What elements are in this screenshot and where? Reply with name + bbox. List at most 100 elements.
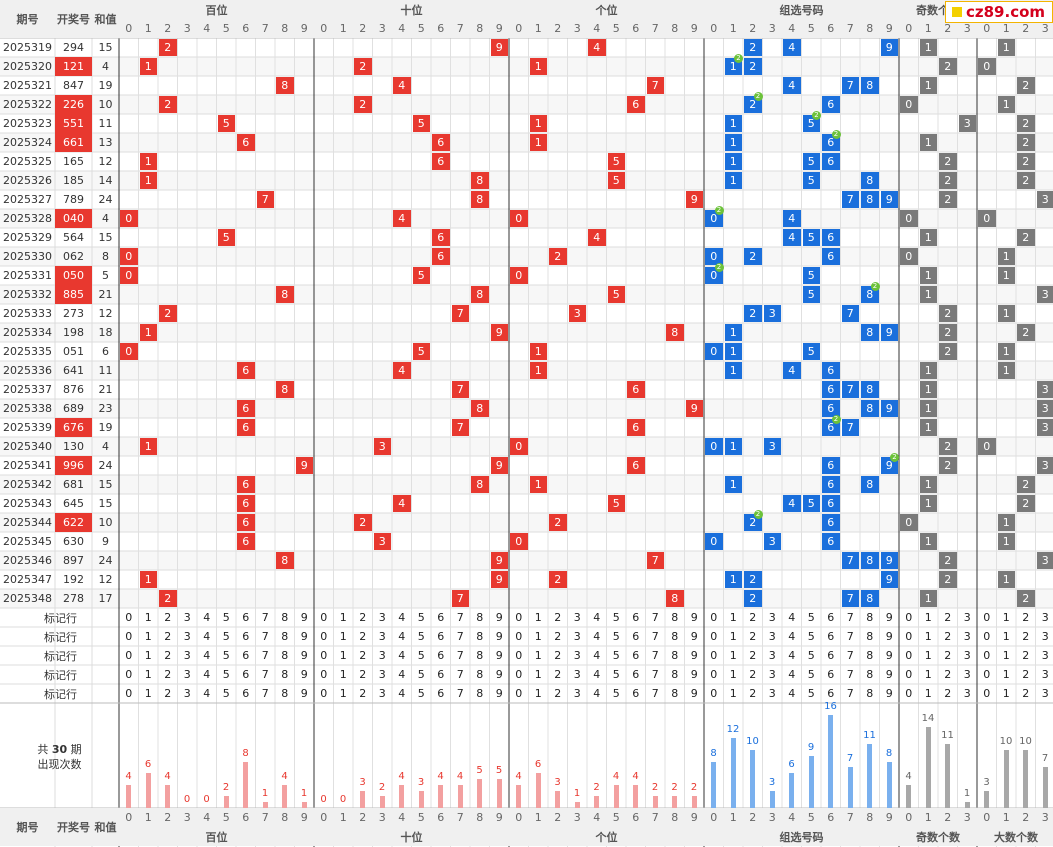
marker-digit: 1 bbox=[144, 668, 152, 681]
group-hit: 2 bbox=[744, 571, 762, 588]
marker-digit: 5 bbox=[222, 611, 230, 624]
marker-digit: 3 bbox=[573, 649, 581, 662]
header-digit: 5 bbox=[801, 19, 821, 38]
header-digit: 2 bbox=[353, 19, 373, 38]
sum-cell: 21 bbox=[98, 288, 113, 301]
position-hit: 6 bbox=[432, 134, 450, 151]
draw-cell: 551 bbox=[55, 114, 92, 133]
count-bar bbox=[535, 773, 541, 808]
header-digit: 0 bbox=[704, 808, 724, 827]
marker-digit: 1 bbox=[144, 687, 152, 700]
position-hit: 7 bbox=[451, 590, 469, 607]
group-hit: 1 bbox=[724, 115, 742, 132]
odd-count-hit: 1 bbox=[919, 267, 937, 284]
header-digit: 3 bbox=[567, 19, 587, 38]
marker-digit: 0 bbox=[983, 668, 991, 681]
odd-count-hit: 1 bbox=[919, 39, 937, 56]
count-bar bbox=[165, 784, 170, 808]
marker-digit: 8 bbox=[476, 649, 484, 662]
marker-digit: 1 bbox=[144, 611, 152, 624]
marker-digit: 0 bbox=[320, 611, 328, 624]
count-label: 3 bbox=[417, 776, 425, 788]
period-cell: 2025320 bbox=[3, 60, 52, 73]
position-hit: 2 bbox=[159, 39, 177, 56]
row-stripe bbox=[0, 133, 1053, 152]
marker-digit: 8 bbox=[866, 611, 874, 624]
position-hit: 2 bbox=[549, 248, 567, 265]
marker-digit: 4 bbox=[593, 611, 601, 624]
header-digit: 7 bbox=[840, 19, 860, 38]
marker-digit: 0 bbox=[905, 630, 913, 643]
sum-cell: 12 bbox=[98, 307, 113, 320]
position-hit: 7 bbox=[256, 191, 274, 208]
marker-digit: 4 bbox=[398, 630, 406, 643]
marker-digit: 0 bbox=[515, 649, 523, 662]
marker-digit: 1 bbox=[924, 687, 932, 700]
period-cell: 2025340 bbox=[3, 440, 52, 453]
odd-count-hit: 0 bbox=[900, 514, 918, 531]
group-hit: 9 bbox=[880, 39, 898, 56]
odd-count-hit: 2 bbox=[939, 552, 957, 569]
position-hit: 7 bbox=[451, 419, 469, 436]
marker-digit: 1 bbox=[534, 630, 542, 643]
marker-digit: 0 bbox=[710, 687, 718, 700]
marker-digit: 1 bbox=[1002, 649, 1010, 662]
draw-cell: 062 bbox=[63, 250, 84, 263]
draw-cell: 121 bbox=[55, 57, 92, 76]
header-digit: 3 bbox=[177, 19, 197, 38]
position-hit: 1 bbox=[529, 58, 547, 75]
big-count-hit: 3 bbox=[1036, 286, 1053, 303]
position-hit: 1 bbox=[139, 438, 157, 455]
position-hit: 5 bbox=[412, 115, 430, 132]
marker-row-label: 标记行 bbox=[44, 687, 77, 701]
period-cell: 2025324 bbox=[3, 136, 52, 149]
header-digit: 0 bbox=[899, 19, 919, 38]
sum-cell: 12 bbox=[98, 573, 113, 586]
count-label: 4 bbox=[125, 770, 132, 782]
marker-digit: 0 bbox=[983, 611, 991, 624]
marker-digit: 3 bbox=[963, 687, 971, 700]
marker-digit: 9 bbox=[690, 611, 698, 624]
position-hit: 8 bbox=[276, 552, 294, 569]
big-count-hit: 2 bbox=[1017, 77, 1035, 94]
count-label: 8 bbox=[885, 747, 893, 759]
big-count-hit: 1 bbox=[997, 96, 1015, 113]
marker-digit: 6 bbox=[827, 649, 835, 662]
big-count-hit: 1 bbox=[997, 362, 1015, 379]
marker-digit: 9 bbox=[300, 611, 308, 624]
marker-digit: 1 bbox=[534, 668, 542, 681]
marker-digit: 1 bbox=[924, 630, 932, 643]
draw-cell: 645 bbox=[63, 497, 84, 510]
group-hit: 6 bbox=[822, 362, 840, 379]
marker-digit: 6 bbox=[632, 687, 640, 700]
period-cell: 2025331 bbox=[3, 269, 52, 282]
marker-digit: 7 bbox=[456, 611, 464, 624]
big-count-hit: 3 bbox=[1036, 552, 1053, 569]
position-hit: 6 bbox=[432, 229, 450, 246]
marker-digit: 6 bbox=[437, 611, 445, 624]
position-hit: 6 bbox=[237, 419, 255, 436]
draw-cell: 051 bbox=[63, 345, 84, 358]
marker-digit: 3 bbox=[183, 687, 191, 700]
period-cell: 2025323 bbox=[3, 117, 52, 130]
position-hit: 0 bbox=[120, 248, 138, 265]
count-label: 8 bbox=[242, 747, 249, 759]
position-hit: 5 bbox=[217, 115, 235, 132]
marker-digit: 8 bbox=[866, 630, 874, 643]
marker-digit: 9 bbox=[300, 668, 308, 681]
count-bar bbox=[808, 755, 814, 808]
count-bar bbox=[496, 779, 502, 808]
header-sum: 和值 bbox=[92, 0, 119, 38]
group-hit: 7 bbox=[841, 381, 859, 398]
marker-digit: 1 bbox=[729, 687, 737, 700]
odd-count-hit: 1 bbox=[919, 229, 937, 246]
marker-digit: 1 bbox=[534, 687, 542, 700]
group-hit: 6 bbox=[822, 400, 840, 417]
header-digit: 1 bbox=[918, 19, 938, 38]
group-hit: 2 bbox=[744, 590, 762, 607]
marker-digit: 8 bbox=[671, 611, 679, 624]
group-hit: 9 bbox=[880, 400, 898, 417]
marker-digit: 3 bbox=[183, 649, 191, 662]
count-bar bbox=[769, 790, 775, 808]
header-group: 组选号码 bbox=[704, 827, 899, 846]
